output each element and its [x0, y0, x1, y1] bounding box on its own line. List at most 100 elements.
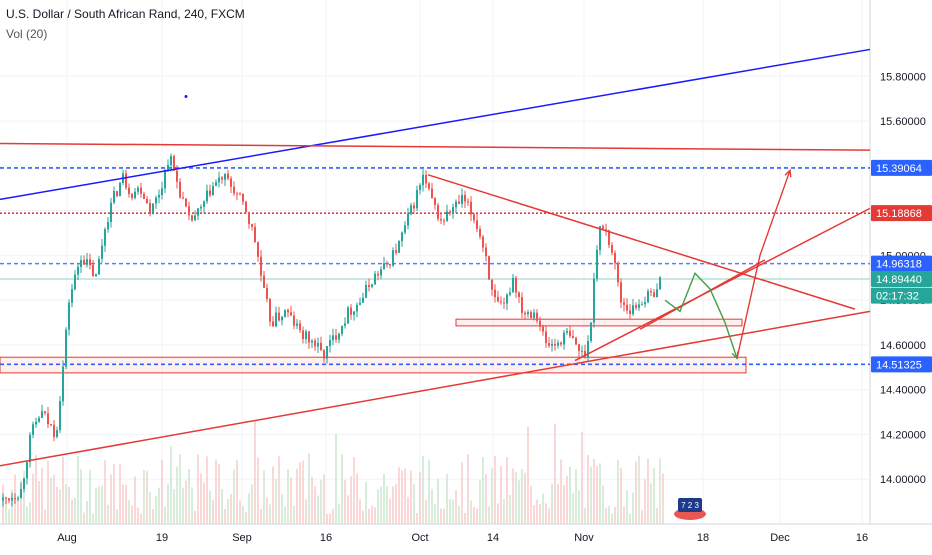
- volume-bar: [404, 468, 406, 524]
- volume-bar: [458, 505, 460, 524]
- volume-bar: [548, 508, 550, 524]
- candle-body: [500, 301, 502, 303]
- candle-body: [8, 498, 10, 501]
- candle-body: [137, 187, 139, 192]
- trend-line: [0, 48, 871, 201]
- volume-bar: [65, 484, 67, 524]
- volume-bar: [170, 446, 172, 524]
- volume-bar: [185, 480, 187, 524]
- volume-bar: [317, 495, 319, 524]
- volume-bar: [428, 459, 430, 524]
- candle-body: [593, 278, 595, 323]
- y-tick-label: 14.00000: [880, 474, 926, 486]
- volume-bar: [362, 510, 364, 524]
- volume-bar: [467, 454, 469, 524]
- candle-body: [125, 173, 127, 188]
- candle-body: [440, 218, 442, 221]
- volume-bar: [476, 508, 478, 524]
- candle-body: [539, 320, 541, 327]
- candle-body: [407, 213, 409, 226]
- candle-body: [374, 273, 376, 285]
- projection-path: [736, 170, 791, 359]
- candle-body: [17, 497, 19, 500]
- candle-body: [485, 247, 487, 257]
- x-tick-label: 19: [156, 532, 168, 544]
- volume-bar: [350, 476, 352, 524]
- volume-bar: [323, 474, 325, 524]
- volume-bar: [38, 481, 40, 524]
- volume-bar: [20, 480, 22, 524]
- volume-bar: [239, 500, 241, 524]
- candle-body: [365, 284, 367, 298]
- candle-body: [533, 312, 535, 318]
- brand-logo: 7 2 3: [672, 492, 708, 522]
- volume-bar: [125, 484, 127, 524]
- volume-bar: [137, 507, 139, 524]
- candle-body: [302, 330, 304, 339]
- price-label-text: 14.51325: [876, 359, 922, 371]
- volume-bar: [614, 506, 616, 524]
- candle-body: [575, 337, 577, 345]
- volume-bar: [524, 472, 526, 524]
- candle-body: [38, 417, 40, 422]
- volume-bar: [146, 470, 148, 524]
- volume-bar: [554, 423, 556, 524]
- candle-body: [611, 245, 613, 253]
- volume-bar: [434, 503, 436, 524]
- volume-bar: [50, 477, 52, 524]
- volume-bar: [392, 486, 394, 524]
- price-label-tag: [871, 287, 932, 304]
- volume-bar: [41, 467, 43, 524]
- volume-bar: [494, 455, 496, 524]
- volume-bar: [590, 466, 592, 524]
- volume-bar: [92, 513, 94, 524]
- volume-bar: [470, 500, 472, 524]
- candle-body: [263, 275, 265, 288]
- candle-body: [278, 312, 280, 321]
- candle-body: [65, 329, 67, 367]
- x-tick-label: Sep: [232, 532, 252, 544]
- candle-body: [551, 343, 553, 346]
- candle-body: [647, 291, 649, 303]
- volume-bar: [341, 454, 343, 524]
- volume-bar: [455, 490, 457, 524]
- candle-body: [476, 220, 478, 230]
- candle-body: [176, 170, 178, 182]
- volume-bar: [356, 473, 358, 524]
- candle-body: [215, 182, 217, 186]
- candle-body: [272, 321, 274, 327]
- candle-body: [560, 342, 562, 345]
- candle-body: [251, 223, 253, 227]
- candle-body: [527, 312, 529, 315]
- volume-bar: [119, 464, 121, 524]
- volume-bar: [515, 471, 517, 524]
- candle-body: [29, 434, 31, 463]
- volume-bar: [566, 475, 568, 524]
- volume-bar: [251, 484, 253, 524]
- candle-body: [380, 269, 382, 276]
- volume-bar: [509, 495, 511, 524]
- volume-bar: [602, 485, 604, 524]
- candle-body: [197, 208, 199, 216]
- volume-bar: [197, 454, 199, 524]
- volume-bar: [203, 482, 205, 524]
- candle-body: [143, 193, 145, 199]
- x-tick-label: Aug: [57, 532, 77, 544]
- candle-body: [404, 225, 406, 233]
- trend-line: [574, 207, 871, 362]
- volume-bar: [611, 513, 613, 524]
- candle-body: [326, 346, 328, 359]
- volume-bar: [104, 460, 106, 524]
- price-label-text: 15.18868: [876, 208, 922, 220]
- volume-bar: [386, 486, 388, 524]
- candle-body: [74, 274, 76, 290]
- candle-body: [398, 240, 400, 253]
- volume-bar: [473, 506, 475, 524]
- volume-bar: [269, 504, 271, 524]
- volume-bar: [644, 479, 646, 524]
- volume-bar: [452, 499, 454, 524]
- candle-body: [77, 266, 79, 275]
- volume-bar: [44, 509, 46, 524]
